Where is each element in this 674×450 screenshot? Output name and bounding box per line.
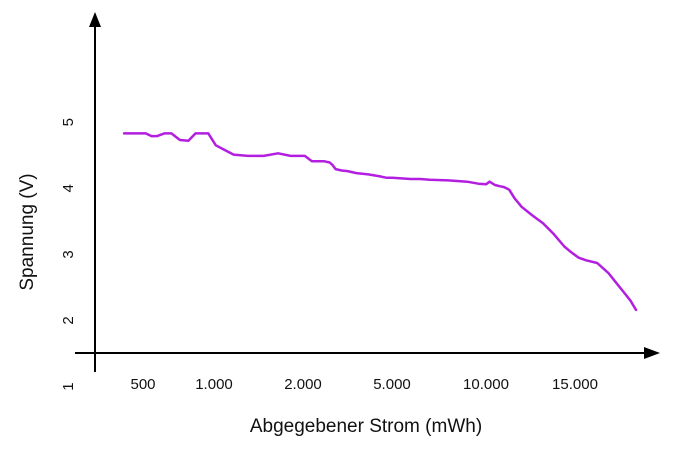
y-tick-label: 1 — [60, 382, 77, 390]
y-tick-label: 4 — [60, 184, 77, 192]
x-tick-label: 5.000 — [373, 376, 411, 393]
y-axis-arrow-icon — [89, 12, 101, 27]
y-tick-label: 5 — [60, 118, 77, 126]
series-line — [122, 132, 638, 312]
x-tick-label: 500 — [130, 376, 155, 393]
axes — [75, 12, 660, 372]
x-tick-label: 2.000 — [284, 376, 322, 393]
x-tick-label: 15.000 — [552, 376, 598, 393]
x-tick-label: 10.000 — [463, 376, 509, 393]
x-axis-title: Abgegebener Strom (mWh) — [250, 416, 482, 437]
x-axis-arrow-icon — [644, 347, 660, 359]
y-tick-label: 2 — [60, 316, 77, 324]
tick-labels: 500 1.000 2.000 5.000 10.000 15.000 1 2 3 4 5 — [60, 118, 598, 393]
x-tick-label: 1.000 — [195, 376, 233, 393]
y-axis-title: Spannung (V) — [17, 173, 38, 290]
y-tick-label: 3 — [60, 250, 77, 258]
plot-area — [122, 132, 638, 312]
